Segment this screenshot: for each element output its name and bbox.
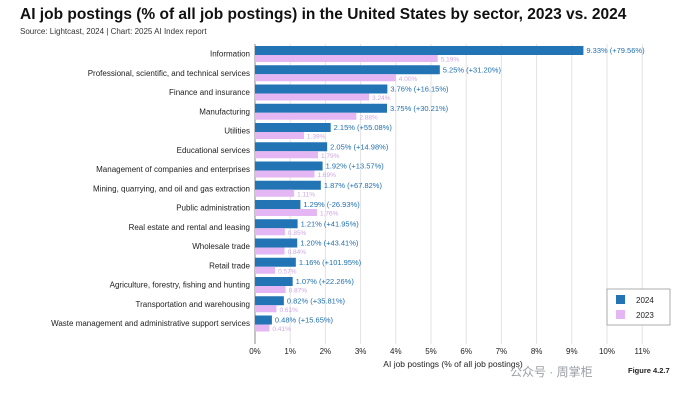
legend-label-2024: 2024 xyxy=(636,296,654,305)
category-label: Utilities xyxy=(224,127,250,136)
data-label-2023: 0.87% xyxy=(289,288,308,295)
x-tick-label: 3% xyxy=(355,347,367,356)
category-label: Information xyxy=(210,50,250,59)
bar-2023 xyxy=(255,189,295,197)
bar-2024 xyxy=(255,142,328,152)
bar-2024 xyxy=(255,180,321,190)
data-label-2024: 3.75% (+30.21%) xyxy=(390,104,449,113)
bar-2024 xyxy=(255,46,584,55)
data-label-2023: 1.76% xyxy=(320,211,339,218)
bar-2024 xyxy=(255,219,298,229)
x-tick-label: 10% xyxy=(599,347,615,356)
bar-2023 xyxy=(255,132,304,139)
chart-title: AI job postings (% of all job postings) … xyxy=(20,6,627,23)
bar-2023 xyxy=(255,112,357,120)
chart-subtitle: Source: Lightcast, 2024 | Chart: 2025 AI… xyxy=(20,27,207,36)
data-label-2024: 1.92% (+13.57%) xyxy=(326,162,385,171)
category-label: Management of companies and enterprises xyxy=(96,165,250,174)
category-label: Waste management and administrative supp… xyxy=(51,319,250,328)
data-label-2024: 0.82% (+35.81%) xyxy=(287,296,346,305)
category-label: Transportation and warehousing xyxy=(136,300,250,309)
data-label-2024: 2.05% (+14.98%) xyxy=(330,142,389,151)
x-tick-label: 11% xyxy=(634,347,649,356)
data-label-2023: 2.88% xyxy=(359,114,378,121)
bar-2024 xyxy=(255,200,301,209)
data-label-2024: 1.20% (+43.41%) xyxy=(300,239,359,248)
watermark: 公众号 · 周掌柜 xyxy=(510,365,593,379)
data-label-2024: 1.07% (+22.26%) xyxy=(296,277,355,286)
bar-2023 xyxy=(255,305,277,313)
bar-2023 xyxy=(255,286,286,293)
bar-2023 xyxy=(255,55,438,62)
data-label-2024: 0.48% (+15.65%) xyxy=(275,316,334,325)
x-tick-label: 5% xyxy=(425,347,437,356)
data-label-2024: 9.33% (+79.56%) xyxy=(586,46,645,55)
x-axis-label: AI job postings (% of all job postings) xyxy=(383,359,523,369)
bar-2023 xyxy=(255,266,276,274)
data-label-2024: 1.16% (+101.95%) xyxy=(299,258,362,267)
bar-2024 xyxy=(255,123,331,132)
figure-label: Figure 4.2.7 xyxy=(628,366,670,375)
category-label: Manufacturing xyxy=(199,107,250,116)
category-label: Public administration xyxy=(176,204,250,213)
bar-2024 xyxy=(255,296,284,306)
data-label-2023: 5.19% xyxy=(441,57,460,64)
x-tick-label: 9% xyxy=(566,347,578,356)
bar-2023 xyxy=(255,324,270,332)
category-label: Retail trade xyxy=(209,261,250,270)
bar-2024 xyxy=(255,238,298,248)
bar-2023 xyxy=(255,74,396,82)
bar-2023 xyxy=(255,93,370,101)
bar-2024 xyxy=(255,257,296,267)
bar-2023 xyxy=(255,209,317,216)
bar-2024 xyxy=(255,161,323,171)
data-label-2023: 0.85% xyxy=(288,230,307,237)
data-label-2024: 1.29% (-26.93%) xyxy=(303,200,360,209)
bar-2024 xyxy=(255,84,388,94)
data-label-2024: 2.15% (+55.08%) xyxy=(334,123,393,132)
bar-2024 xyxy=(255,315,272,325)
x-tick-label: 6% xyxy=(460,347,472,356)
data-label-2023: 0.84% xyxy=(288,249,307,256)
bar-2024 xyxy=(255,65,440,75)
data-label-2023: 4.00% xyxy=(399,76,418,83)
legend-swatch-2023 xyxy=(616,310,625,319)
data-label-2024: 5.25% (+31.20%) xyxy=(443,65,502,74)
data-label-2023: 3.24% xyxy=(372,95,391,102)
category-label: Finance and insurance xyxy=(169,88,250,97)
data-label-2023: 0.57% xyxy=(278,268,297,275)
data-label-2024: 1.21% (+41.95%) xyxy=(301,219,360,228)
data-label-2023: 0.61% xyxy=(279,307,298,314)
data-label-2023: 0.41% xyxy=(272,326,291,333)
bar-2024 xyxy=(255,277,293,286)
category-label: Agriculture, forestry, fishing and hunti… xyxy=(110,281,250,290)
category-label: Professional, scientific, and technical … xyxy=(88,69,250,78)
x-tick-label: 0% xyxy=(249,347,261,356)
category-label: Educational services xyxy=(177,146,250,155)
x-tick-label: 4% xyxy=(390,347,402,356)
category-label: Wholesale trade xyxy=(192,242,250,251)
data-label-2023: 1.11% xyxy=(297,191,315,198)
x-tick-label: 2% xyxy=(320,347,332,356)
data-label-2024: 3.76% (+16.15%) xyxy=(390,85,449,94)
x-tick-label: 7% xyxy=(496,347,508,356)
bar-2023 xyxy=(255,247,285,255)
legend-label-2023: 2023 xyxy=(636,311,654,320)
bar-2024 xyxy=(255,103,387,113)
category-label: Real estate and rental and leasing xyxy=(129,223,250,232)
x-tick-label: 1% xyxy=(284,347,296,356)
data-label-2023: 1.39% xyxy=(307,134,326,141)
data-label-2023: 1.79% xyxy=(321,153,340,160)
data-label-2023: 1.69% xyxy=(317,172,336,179)
bar-2023 xyxy=(255,151,319,159)
legend-swatch-2024 xyxy=(616,295,625,304)
category-label: Mining, quarrying, and oil and gas extra… xyxy=(93,184,250,193)
bar-2023 xyxy=(255,170,315,178)
x-tick-label: 8% xyxy=(531,347,543,356)
data-label-2024: 1.87% (+67.82%) xyxy=(324,181,383,190)
bar-2023 xyxy=(255,228,285,236)
